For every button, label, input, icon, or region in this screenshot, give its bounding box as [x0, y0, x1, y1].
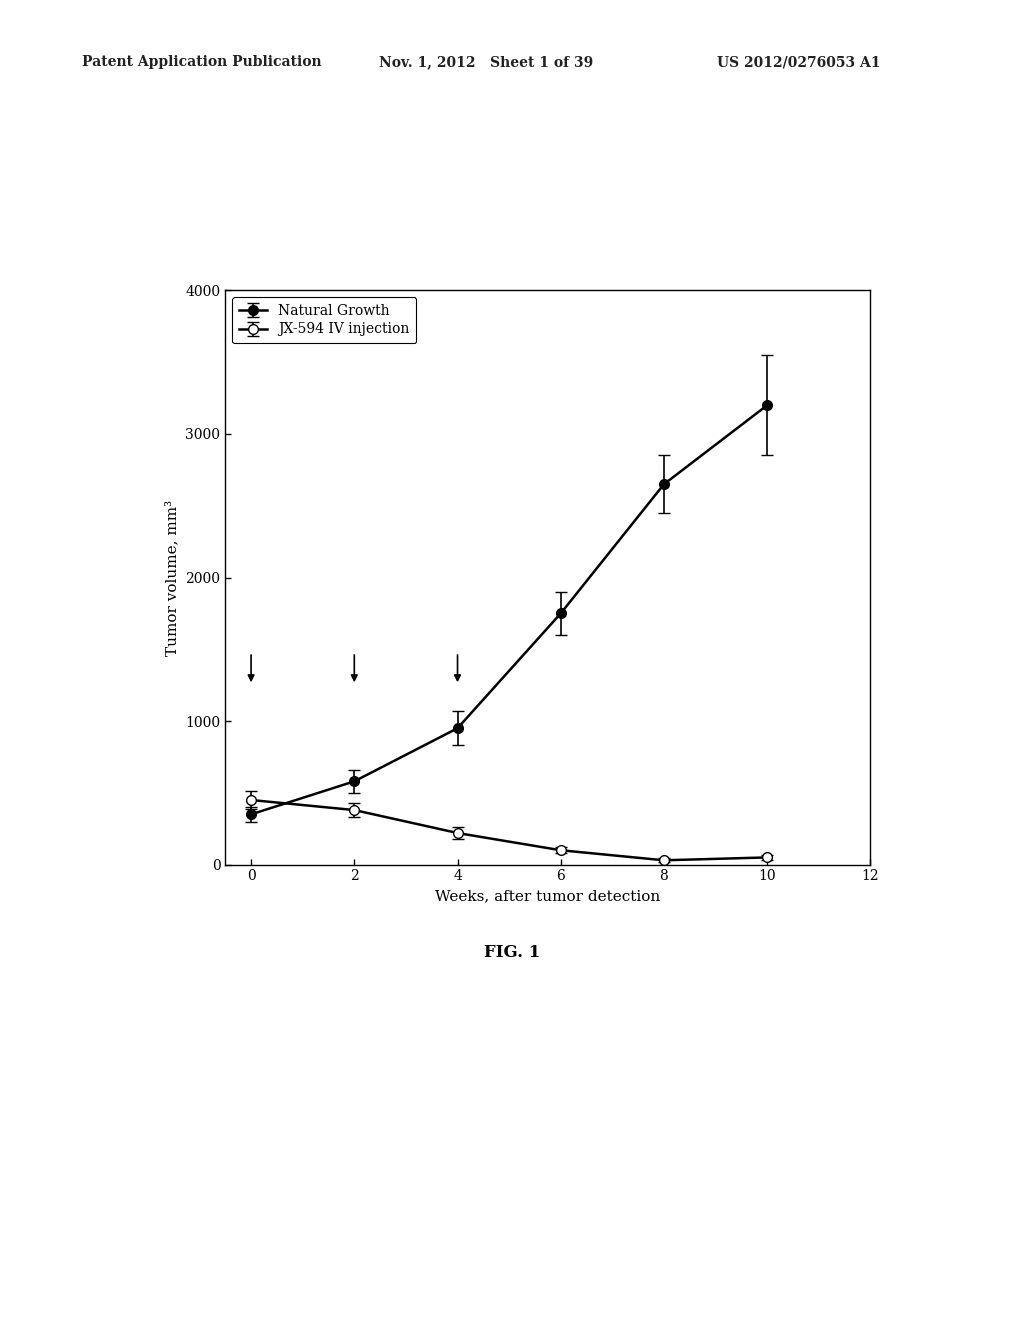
Text: Nov. 1, 2012   Sheet 1 of 39: Nov. 1, 2012 Sheet 1 of 39: [379, 55, 593, 70]
Text: US 2012/0276053 A1: US 2012/0276053 A1: [717, 55, 881, 70]
Text: Patent Application Publication: Patent Application Publication: [82, 55, 322, 70]
Text: FIG. 1: FIG. 1: [484, 944, 540, 961]
Y-axis label: Tumor volume, mm³: Tumor volume, mm³: [166, 499, 180, 656]
Legend: Natural Growth, JX-594 IV injection: Natural Growth, JX-594 IV injection: [232, 297, 417, 343]
X-axis label: Weeks, after tumor detection: Weeks, after tumor detection: [435, 888, 660, 903]
